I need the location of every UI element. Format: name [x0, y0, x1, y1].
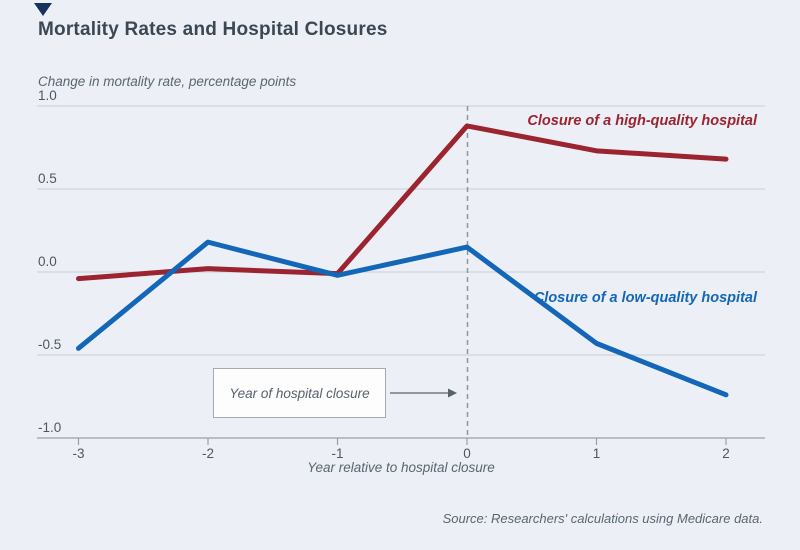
annotation-label: Year of hospital closure	[229, 385, 370, 401]
series-line-high-quality	[76, 123, 729, 282]
x-axis-caption: Year relative to hospital closure	[307, 460, 495, 475]
nber-corner-triangle-icon	[34, 3, 52, 16]
x-tick-label: -1	[331, 446, 343, 461]
y-tick-label: -0.5	[38, 337, 61, 352]
y-tick-label: 1.0	[38, 88, 57, 103]
source-note: Source: Researchers' calculations using …	[442, 511, 763, 526]
legend-high-quality-hospital: Closure of a high-quality hospital	[527, 113, 757, 129]
x-tick-label: -2	[202, 446, 214, 461]
y-tick-label: 0.5	[38, 171, 57, 186]
legend-low-quality-hospital: Closure of a low-quality hospital	[533, 290, 757, 306]
x-tick-label: 0	[463, 446, 471, 461]
x-tick-label: -3	[72, 446, 84, 461]
x-tick-label: 1	[593, 446, 601, 461]
annotation-arrow-head-icon	[448, 388, 457, 398]
chart-title: Mortality Rates and Hospital Closures	[38, 19, 388, 40]
series-line-low-quality	[76, 239, 729, 398]
y-tick-label: 0.0	[38, 254, 57, 269]
annotation-year-of-closure: Year of hospital closure	[213, 368, 386, 418]
y-axis-caption: Change in mortality rate, percentage poi…	[38, 74, 297, 89]
y-tick-label: -1.0	[38, 420, 61, 435]
x-tick-label: 2	[722, 446, 730, 461]
